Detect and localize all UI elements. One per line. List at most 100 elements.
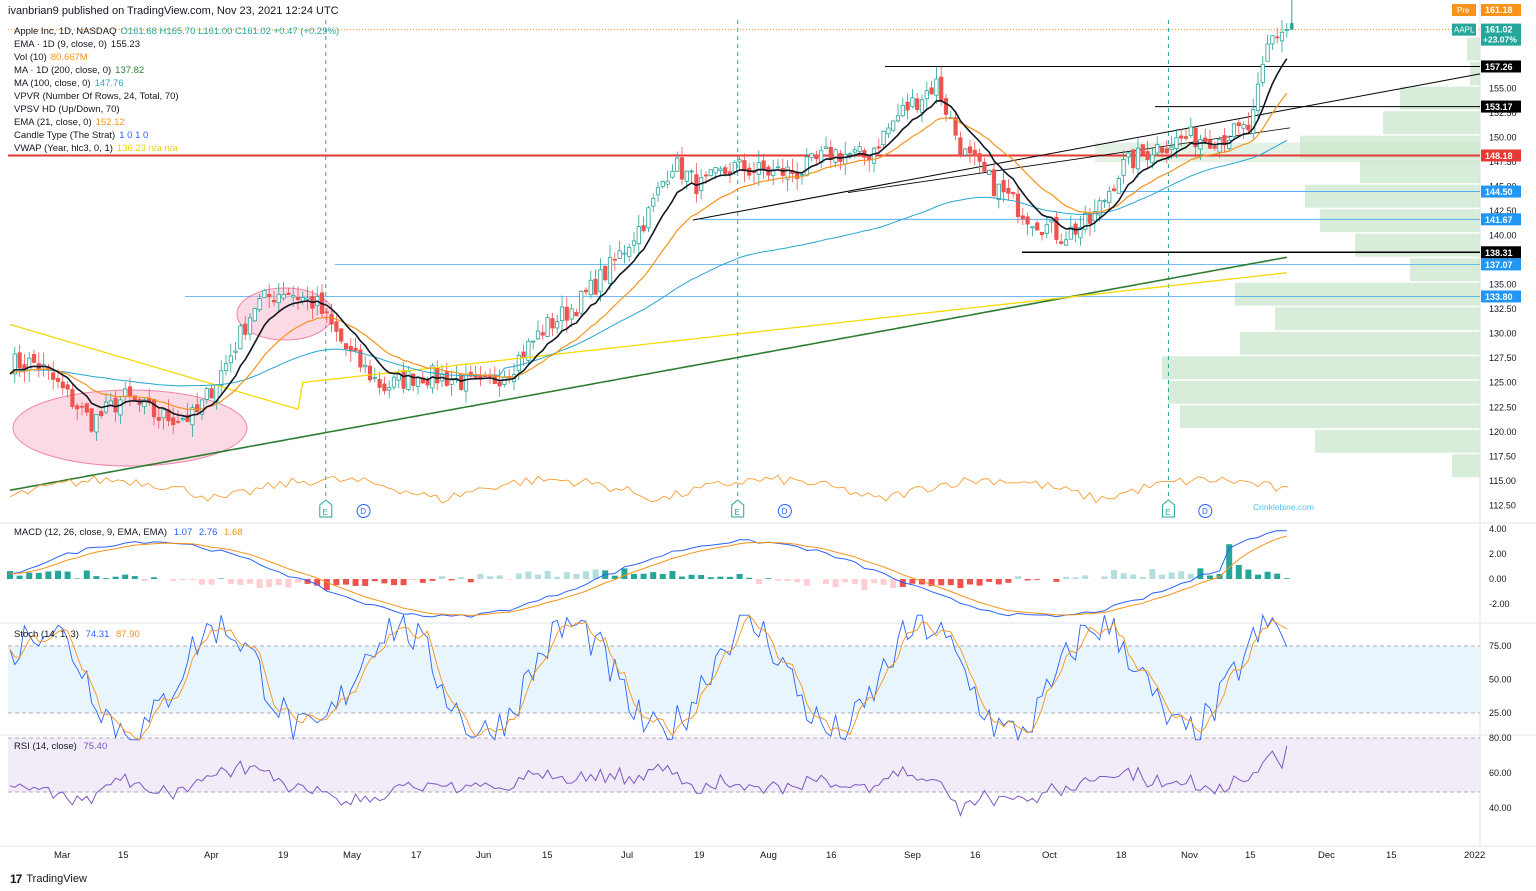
macd-bar <box>679 576 685 579</box>
macd-bar <box>1111 570 1117 579</box>
macd-bar <box>1264 571 1271 579</box>
candle-body <box>1188 126 1193 136</box>
candle-body <box>603 265 608 281</box>
macd-bar <box>218 578 225 579</box>
time-tick: 16 <box>826 850 837 861</box>
candle-body <box>545 317 550 337</box>
legend-row: MA · 1D (200, close, 0) 137.82 <box>14 65 144 76</box>
legend-label: VPSV HD (Up/Down, 70) <box>14 104 120 115</box>
candle-body <box>1265 43 1270 62</box>
candle-body <box>516 355 521 372</box>
volume-profile-bar <box>1360 160 1480 184</box>
time-tick: Aug <box>760 850 777 861</box>
candle-body <box>991 169 997 197</box>
time-tick: Apr <box>204 850 219 861</box>
candle-body <box>195 404 200 413</box>
legend-label: Apple Inc, 1D, NASDAQ <box>14 26 117 37</box>
price-tick: 112.50 <box>1489 500 1516 510</box>
candle-body <box>823 146 829 149</box>
price-tick: 117.50 <box>1489 451 1516 461</box>
price-label-box <box>1481 149 1521 162</box>
candle-body <box>703 174 709 177</box>
macd-bar <box>755 579 762 585</box>
candle-body <box>593 278 598 295</box>
candle-body <box>127 386 133 398</box>
macd-bar <box>199 579 205 585</box>
candle-body <box>804 156 809 176</box>
legend-value: 155.23 <box>110 39 140 50</box>
macd-bar <box>227 579 234 584</box>
macd-bar <box>525 571 532 579</box>
candle-body <box>65 384 70 390</box>
macd-bar <box>295 579 301 583</box>
macd-bar <box>650 572 657 579</box>
change-pct-text: +23.07% <box>1483 35 1517 45</box>
candle-body <box>924 90 929 100</box>
candle-body <box>871 147 877 164</box>
macd-bar <box>1207 575 1213 579</box>
candle-body <box>204 388 209 400</box>
macd-bar <box>957 579 964 588</box>
macd-bar <box>1245 569 1252 579</box>
macd-bar <box>515 573 522 579</box>
candle-body <box>31 354 37 363</box>
candle-body <box>300 297 305 302</box>
time-tick: Jul <box>621 850 633 861</box>
earnings-marker-label: E <box>734 508 739 517</box>
macd-bar <box>659 574 666 579</box>
candle-body <box>1279 31 1285 42</box>
candle-body <box>915 98 920 110</box>
candle-body <box>588 279 593 296</box>
macd-bar <box>1149 569 1156 579</box>
price-tick: 152.50 <box>1489 108 1517 118</box>
candle-body <box>75 405 80 410</box>
legend-row: Candle Type (The Strat) 1 0 1 0 <box>14 130 148 141</box>
time-tick: 19 <box>694 850 705 861</box>
footer[interactable]: 17 TradingView <box>10 872 87 886</box>
candle-body <box>185 414 190 422</box>
stoch-d-line <box>9 614 1287 741</box>
candle-body <box>756 162 761 175</box>
candle-body <box>775 166 781 169</box>
rsi-line <box>9 745 1288 817</box>
candle-body <box>459 374 464 390</box>
earnings-marker-icon <box>319 499 333 518</box>
volume-profile-bar <box>1180 405 1480 429</box>
candle-body <box>219 370 224 386</box>
candle-body <box>646 207 651 229</box>
volume-profile-bar <box>1355 233 1480 257</box>
time-tick: 16 <box>970 850 981 861</box>
candle-body <box>679 157 685 180</box>
candle-body <box>1179 135 1184 139</box>
candle-body <box>1059 241 1064 244</box>
legend-row: EMA · 1D (9, close, 0) 155.23 <box>14 39 140 50</box>
macd-bar <box>1159 574 1165 579</box>
volume-profile-bar <box>1410 258 1480 282</box>
candle-body <box>151 399 157 418</box>
macd-bar <box>947 579 954 586</box>
candle-body <box>535 330 541 340</box>
time-tick: 15 <box>1386 850 1397 861</box>
macd-bar <box>554 576 561 579</box>
macd-tick: 4.00 <box>1489 524 1507 534</box>
legend-value: 147.76 <box>94 78 124 89</box>
legend-label: Candle Type (The Strat) <box>14 130 116 141</box>
stoch-tick: 25.00 <box>1489 708 1512 718</box>
price-label-text: 148.18 <box>1485 151 1513 161</box>
macd-bar <box>448 579 455 581</box>
candle-body <box>771 168 776 177</box>
macd-bar <box>381 579 388 584</box>
candle-body <box>900 105 905 117</box>
candle-body <box>953 117 958 136</box>
macd-bar <box>323 579 330 591</box>
candle-body <box>334 321 339 332</box>
macd-bar <box>967 579 973 585</box>
price-tick: 125.00 <box>1489 378 1517 388</box>
candle-body <box>1025 216 1030 225</box>
macd-bar <box>746 577 753 579</box>
candle-body <box>939 76 944 102</box>
candle-body <box>559 306 565 322</box>
candle-body <box>622 252 627 255</box>
volume-profile-bar <box>1383 111 1480 135</box>
